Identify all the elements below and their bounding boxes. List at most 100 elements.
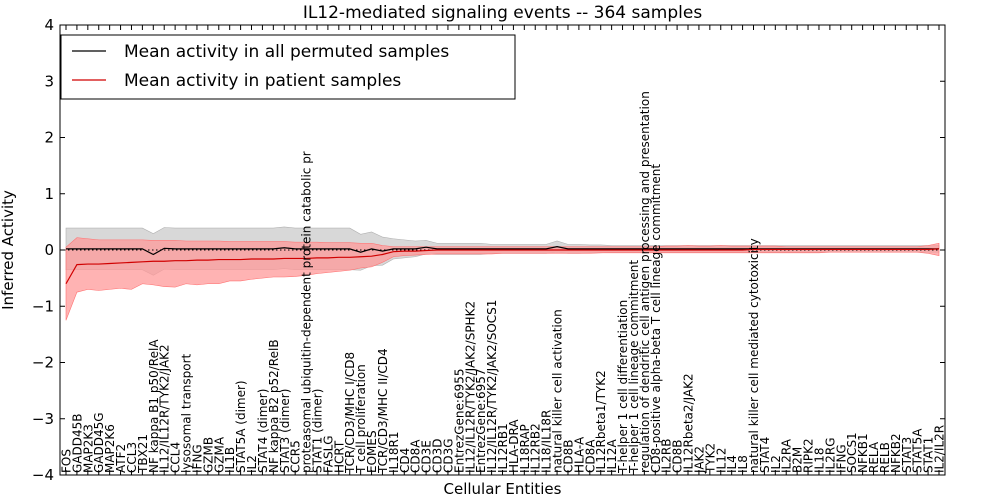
x-tick-label: CD3G — [441, 438, 455, 473]
y-axis-label: Inferred Activity — [0, 190, 17, 310]
x-tick-label: CCR5 — [289, 440, 303, 473]
x-tick-label: regulation of dendritic cell antigen pro… — [638, 91, 652, 473]
y-tick-label: 4 — [44, 16, 54, 34]
y-tick-label: 3 — [44, 72, 54, 90]
x-tick-label: IL12/IL12R/TYK2/JAK2 — [158, 344, 172, 473]
x-axis-label: Cellular Entities — [444, 480, 562, 498]
x-tick-label: GADD45B — [70, 414, 84, 474]
x-tick-label: EntrezGene:6955 — [452, 369, 466, 474]
x-tick-label: natural killer cell mediated cytotoxicit… — [747, 238, 761, 473]
x-tick-label: GZMA — [212, 436, 226, 473]
x-tick-label: IL2 — [245, 455, 259, 473]
x-tick-label: IL2RG — [823, 438, 837, 474]
patient-mean-line — [65, 248, 940, 285]
x-tick-label: MAP2K6 — [103, 424, 117, 473]
x-tick-label: IL2RB — [660, 439, 674, 473]
x-tick-label: CD8B — [671, 440, 685, 474]
x-tick-label: SOCS1 — [845, 432, 859, 473]
x-tick-label: MAP2K3 — [81, 424, 95, 473]
x-tick-label: T cell proliferation — [354, 364, 368, 474]
x-tick-label: B2M — [791, 447, 805, 473]
x-tick-label: CD8B — [561, 440, 575, 474]
x-tick-label: IL12/IL12R/TYK2/JAK2/SPHK2 — [463, 301, 477, 473]
x-tick-label: EntrezGene:6957 — [474, 369, 488, 474]
x-tick-label: EOMES — [365, 430, 379, 473]
x-tick-label: IL1B — [223, 447, 237, 473]
x-tick-label: IL2 — [769, 455, 783, 473]
x-tick-label: RIPK2 — [802, 438, 816, 473]
x-tick-label: FOS — [60, 449, 74, 473]
x-tick-label: IL12Rbeta1/TYK2 — [594, 370, 608, 473]
x-tick-label: NF kappa B1 p50/RelA — [147, 339, 161, 473]
x-tick-label: STAT1 — [922, 437, 936, 473]
x-tick-label: STAT3 — [900, 437, 914, 473]
y-tick-label: −3 — [32, 410, 54, 428]
x-tick-label: IL12 — [714, 448, 728, 474]
y-tick-label: 0 — [44, 241, 54, 259]
x-tick-label: HLA-A — [572, 436, 586, 473]
x-tick-label: T-helper 1 cell differentiation — [616, 300, 630, 474]
x-tick-label: NFKB2 — [889, 433, 903, 473]
x-tick-label: STAT1 (dimer) — [310, 389, 324, 473]
x-tick-label: natural killer cell activation — [551, 309, 565, 473]
x-tick-label: RELA — [867, 441, 881, 473]
x-tick-label: CD8A — [409, 439, 423, 473]
legend: Mean activity in all permuted samples Mea… — [60, 34, 516, 100]
x-tick-label: FASLG — [321, 435, 335, 473]
x-tick-label: IL12A — [605, 439, 619, 473]
x-tick-label: TCR/CD3/MHC I/CD8 — [343, 352, 357, 474]
x-tick-label: IL4 — [725, 455, 739, 473]
y-tick-label: −4 — [32, 466, 54, 484]
x-tick-label: T-helper 1 cell lineage commitment — [627, 260, 641, 474]
x-tick-label: TCR/CD3/MHC II/CD4 — [376, 348, 390, 474]
x-tick-label: CD8-positive alpha-beta T cell lineage c… — [649, 164, 663, 473]
x-tick-label: STAT4 — [758, 437, 772, 473]
x-tick-label: proteasomal ubiquitin-dependent protein … — [300, 151, 314, 473]
x-tick-label: CCL4 — [169, 442, 183, 473]
x-tick-label: NF kappa B2 p52/RelB — [267, 339, 281, 473]
x-tick-label: IL12/IL12R/TYK2/JAK2/SOCS1 — [485, 300, 499, 473]
x-tick-label: IL2RA — [780, 438, 794, 473]
x-tick-label: CD8A — [583, 439, 597, 473]
plot-area: −4 −3 −2 −1 0 1 2 3 4 FOSGADD45BMAP2K3GADD45GMAP2… — [32, 16, 947, 484]
x-tick-label: CD3E — [420, 440, 434, 473]
x-tick-label: IL12RB2 — [529, 423, 543, 473]
y-tick-label: −1 — [32, 297, 54, 315]
legend-box — [60, 34, 516, 100]
x-tick-label: JAK2 — [692, 446, 706, 474]
x-tick-label: GADD45G — [92, 412, 106, 473]
x-tick-label: HLA-DRA — [507, 419, 521, 473]
x-tick-label: IFNG — [190, 444, 204, 473]
x-tick-label: IL12RB1 — [496, 423, 510, 473]
y-tick-label: −2 — [32, 354, 54, 372]
x-tick-label: IL18RAP — [518, 424, 532, 473]
x-tick-label: STAT4 (dimer) — [256, 389, 270, 473]
chart-title: IL12-mediated signaling events -- 364 sa… — [303, 3, 703, 23]
x-tick-label: NFKB1 — [856, 433, 870, 473]
x-tick-label: IL12Rbeta2/JAK2 — [682, 373, 696, 473]
y-tick-label: 1 — [44, 185, 54, 203]
x-tick-label: ATF2 — [114, 444, 128, 473]
x-tick-label: STAT5A — [911, 428, 925, 473]
y-tick-label: 2 — [44, 129, 54, 147]
x-tick-label: IL18 — [812, 448, 826, 474]
x-tick-label: HCRT — [332, 440, 346, 473]
x-tick-label: RELB — [878, 442, 892, 473]
x-tick-label: TYK2 — [703, 443, 717, 474]
x-tick-label: STAT3 (dimer) — [278, 389, 292, 473]
x-tick-label: IL18R1 — [387, 432, 401, 473]
x-tick-label: STAT5A (dimer) — [234, 380, 248, 473]
x-tick-label: IFNG — [834, 444, 848, 473]
x-tick-label: IL8 — [736, 455, 750, 473]
x-tick-label: TBX21 — [136, 434, 150, 474]
x-tick-label: lysosomal transport — [180, 353, 194, 473]
x-tick-label: CD3D — [431, 439, 445, 474]
x-tick-label: IL2/IL2R — [933, 425, 947, 473]
x-tick-label: CD4 — [398, 448, 412, 473]
legend-label-patient: Mean activity in patient samples — [124, 71, 401, 91]
legend-label-permuted: Mean activity in all permuted samples — [124, 42, 449, 62]
x-tick-label: GZMB — [201, 437, 215, 473]
x-tick-label: CCL3 — [125, 442, 139, 473]
x-tick-label: IL18/IL18R — [540, 410, 554, 473]
